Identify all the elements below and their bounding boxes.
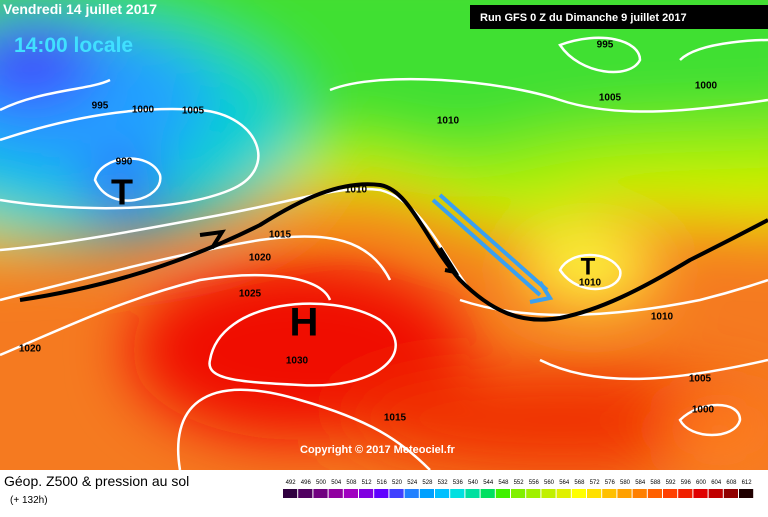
legend-label: 564: [559, 480, 570, 486]
legend-swatch: [374, 489, 389, 498]
isobar-label: 1010: [579, 278, 602, 289]
isobar-label: 1005: [599, 93, 622, 104]
legend-label: 532: [438, 480, 449, 486]
legend-label: 552: [514, 480, 525, 486]
local-time: 14:00 locale: [14, 34, 133, 57]
isobar-label: 990: [116, 157, 133, 168]
run-box: [470, 5, 768, 29]
legend-label: 592: [666, 480, 677, 486]
legend-label: 544: [483, 480, 494, 486]
map-area: [0, 0, 768, 470]
isobar-label: 1005: [182, 106, 205, 117]
legend-label: 528: [422, 480, 433, 486]
legend-label: 600: [696, 480, 707, 486]
run-info: Run GFS 0 Z du Dimanche 9 juillet 2017: [480, 12, 687, 24]
legend-swatch: [495, 489, 510, 498]
legend-swatch: [511, 489, 526, 498]
footer-title: Géop. Z500 & pression au sol: [4, 473, 189, 489]
legend-label: 508: [346, 480, 357, 486]
legend-swatch: [389, 489, 404, 498]
legend-swatch: [693, 489, 708, 498]
legend-swatch: [298, 489, 313, 498]
legend-label: 576: [605, 480, 616, 486]
legend-swatch: [435, 489, 450, 498]
legend-label: 612: [742, 480, 753, 486]
legend-label: 584: [635, 480, 646, 486]
legend-swatch: [678, 489, 693, 498]
legend-swatch: [404, 489, 419, 498]
legend-swatch: [602, 489, 617, 498]
legend-swatch: [450, 489, 465, 498]
legend-swatch: [723, 489, 738, 498]
isobar-label: 1010: [437, 116, 460, 127]
isobar-label: 1010: [345, 185, 368, 196]
legend-label: 504: [331, 480, 342, 486]
isobar-label: 1025: [239, 289, 262, 300]
low-center: T: [111, 172, 133, 213]
isobar-label: 1015: [269, 230, 292, 241]
legend-label: 560: [544, 480, 555, 486]
legend-label: 516: [377, 480, 388, 486]
legend-label: 524: [407, 480, 418, 486]
legend-label: 596: [681, 480, 692, 486]
isobar-label: 1020: [249, 253, 272, 264]
legend-label: 568: [574, 480, 585, 486]
legend-label: 556: [529, 480, 540, 486]
date: Vendredi 14 juillet 2017: [3, 1, 157, 17]
legend-label: 536: [453, 480, 464, 486]
legend-label: 604: [711, 480, 722, 486]
legend-swatch: [708, 489, 723, 498]
legend-swatch: [526, 489, 541, 498]
legend-swatch: [617, 489, 632, 498]
isobar-label: 1005: [689, 374, 712, 385]
legend-swatch: [480, 489, 495, 498]
isobar-label: 995: [92, 101, 109, 112]
legend-swatch: [739, 489, 754, 498]
isobar-label: 1000: [695, 81, 718, 92]
legend-swatch: [465, 489, 480, 498]
isobar-label: 1030: [286, 356, 309, 367]
legend: 492 496 500 504 508 512 516 520 524 528 532 536 540 5…: [283, 480, 754, 498]
low-center: T: [581, 253, 596, 280]
legend-swatch: [359, 489, 374, 498]
isobar-labels: 995 1000 1005 990 1010 1010 1015 1020 1025 1030 10…: [19, 40, 718, 424]
isobar-label: 1015: [384, 413, 407, 424]
legend-label: 548: [498, 480, 509, 486]
legend-label: 492: [286, 480, 297, 486]
legend-label: 540: [468, 480, 479, 486]
legend-swatch: [313, 489, 328, 498]
legend-label: 496: [301, 480, 312, 486]
isobar-label: 1020: [19, 344, 42, 355]
legend-swatch: [632, 489, 647, 498]
legend-swatch: [343, 489, 358, 498]
legend-swatch: [647, 489, 662, 498]
high-center: H: [290, 301, 319, 345]
legend-label: 500: [316, 480, 327, 486]
isobar-label: 995: [597, 40, 614, 51]
legend-swatch: [556, 489, 571, 498]
copyright: Copyright © 2017 Meteociel.fr: [300, 444, 456, 456]
legend-label: 512: [362, 480, 373, 486]
isobar-label: 1000: [132, 105, 155, 116]
legend-swatch: [283, 489, 298, 498]
legend-label: 572: [590, 480, 601, 486]
legend-label: 520: [392, 480, 403, 486]
legend-swatch: [663, 489, 678, 498]
isobar-label: 1000: [692, 405, 715, 416]
legend-label: 588: [650, 480, 661, 486]
isobar-label: 1010: [651, 312, 674, 323]
legend-label: 608: [726, 480, 737, 486]
legend-swatch: [587, 489, 602, 498]
legend-swatch: [419, 489, 434, 498]
footer-lead: (+ 132h): [10, 495, 48, 506]
legend-swatch: [571, 489, 586, 498]
legend-swatch: [541, 489, 556, 498]
legend-label: 580: [620, 480, 631, 486]
legend-swatch: [328, 489, 343, 498]
